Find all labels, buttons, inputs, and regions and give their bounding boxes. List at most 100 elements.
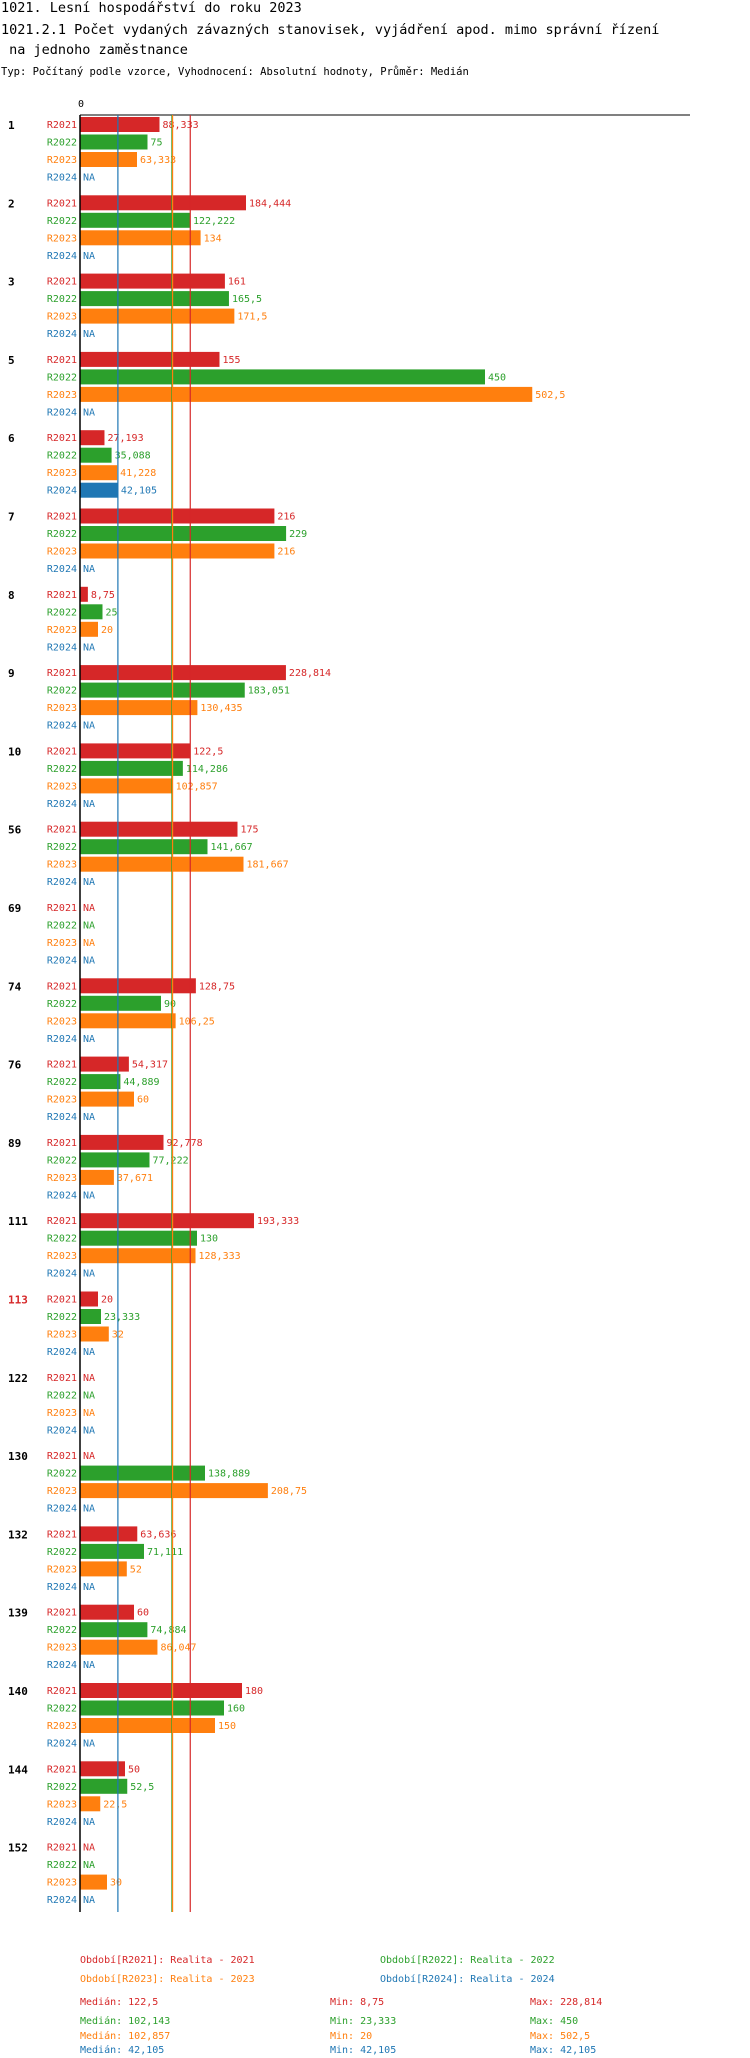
series-label: R2023 bbox=[47, 703, 77, 714]
data-label: 52,5 bbox=[130, 1782, 154, 1793]
series-label: R2022 bbox=[47, 686, 77, 697]
series-label: R2021 bbox=[47, 1295, 77, 1306]
stat-min-r2024: Min: 42,105 bbox=[330, 2045, 397, 2056]
data-label: NA bbox=[83, 1451, 95, 1462]
category-label: 130 bbox=[8, 1450, 28, 1463]
series-label: R2023 bbox=[47, 1486, 77, 1497]
data-label: NA bbox=[83, 642, 95, 653]
data-label: NA bbox=[83, 1660, 95, 1671]
category-label: 132 bbox=[8, 1528, 28, 1541]
data-label: 44,889 bbox=[123, 1077, 159, 1088]
data-label: 216 bbox=[277, 512, 295, 523]
series-label: R2023 bbox=[47, 1799, 77, 1810]
data-label: NA bbox=[83, 956, 95, 967]
series-label: R2021 bbox=[47, 981, 77, 992]
data-label: 106,25 bbox=[179, 1016, 215, 1027]
bar-r2021 bbox=[80, 430, 105, 446]
bar-r2021 bbox=[80, 1604, 134, 1620]
bar-r2022 bbox=[80, 1465, 206, 1481]
series-label: R2021 bbox=[47, 198, 77, 209]
data-label: 54,317 bbox=[132, 1060, 168, 1071]
data-label: 161 bbox=[228, 277, 246, 288]
series-label: R2023 bbox=[47, 625, 77, 636]
series-label: R2022 bbox=[47, 294, 77, 305]
series-label: R2021 bbox=[47, 1373, 77, 1384]
page-title: 1021. Lesní hospodářství do roku 2023 bbox=[1, 0, 302, 16]
data-label: 450 bbox=[488, 372, 506, 383]
data-label: 74,884 bbox=[150, 1625, 186, 1636]
data-label: NA bbox=[83, 564, 95, 575]
series-label: R2023 bbox=[47, 1878, 77, 1889]
bar-r2022 bbox=[80, 212, 190, 228]
data-label: 88,333 bbox=[162, 120, 198, 131]
series-label: R2024 bbox=[47, 877, 77, 888]
data-label: 23,333 bbox=[104, 1312, 140, 1323]
series-label: R2024 bbox=[47, 1817, 77, 1828]
bar-r2022 bbox=[80, 760, 183, 776]
series-label: R2023 bbox=[47, 1564, 77, 1575]
data-label: 50 bbox=[128, 1764, 140, 1775]
bar-r2022 bbox=[80, 447, 112, 463]
series-label: R2023 bbox=[47, 1330, 77, 1341]
series-label: R2024 bbox=[47, 1347, 77, 1358]
data-label: 8,75 bbox=[91, 590, 115, 601]
series-label: R2023 bbox=[47, 1016, 77, 1027]
series-label: R2021 bbox=[47, 668, 77, 679]
data-label: 175 bbox=[241, 825, 259, 836]
legend-r2024: Období[R2024]: Realita - 2024 bbox=[380, 1974, 555, 1985]
data-label: NA bbox=[83, 251, 95, 262]
data-label: 229 bbox=[289, 529, 307, 540]
category-label: 111 bbox=[8, 1215, 28, 1228]
stat-median-r2023: Medián: 102,857 bbox=[80, 2031, 171, 2042]
series-label: R2024 bbox=[47, 407, 77, 418]
series-label: R2021 bbox=[47, 903, 77, 914]
legend-r2023: Období[R2023]: Realita - 2023 bbox=[80, 1974, 255, 1985]
data-label: 183,051 bbox=[248, 686, 290, 697]
category-label: 122 bbox=[8, 1372, 28, 1385]
series-label: R2022 bbox=[47, 1234, 77, 1245]
series-label: R2022 bbox=[47, 451, 77, 462]
series-label: R2023 bbox=[47, 312, 77, 323]
series-label: R2022 bbox=[47, 1782, 77, 1793]
bar-r2022 bbox=[80, 1778, 128, 1794]
bar-r2021 bbox=[80, 1134, 164, 1150]
series-label: R2021 bbox=[47, 825, 77, 836]
data-label: 27,193 bbox=[107, 433, 143, 444]
series-label: R2024 bbox=[47, 1504, 77, 1515]
series-label: R2022 bbox=[47, 1390, 77, 1401]
series-label: R2023 bbox=[47, 1251, 77, 1262]
bar-r2021 bbox=[80, 1683, 242, 1698]
series-label: R2024 bbox=[47, 1269, 77, 1280]
series-label: R2022 bbox=[47, 999, 77, 1010]
bar-r2022 bbox=[80, 1230, 197, 1246]
series-label: R2021 bbox=[47, 120, 77, 131]
data-label: 150 bbox=[218, 1721, 236, 1732]
series-label: R2023 bbox=[47, 1408, 77, 1419]
series-label: R2021 bbox=[47, 1764, 77, 1775]
category-label: 76 bbox=[8, 1059, 22, 1072]
stat-median-r2024: Medián: 42,105 bbox=[80, 2045, 165, 2056]
series-label: R2021 bbox=[47, 1843, 77, 1854]
series-label: R2023 bbox=[47, 155, 77, 166]
data-label: 20 bbox=[101, 1295, 113, 1306]
series-label: R2022 bbox=[47, 216, 77, 227]
series-label: R2024 bbox=[47, 564, 77, 575]
data-label: 181,667 bbox=[247, 860, 289, 871]
data-label: 22,5 bbox=[103, 1799, 127, 1810]
axis-zero-label: 0 bbox=[78, 99, 84, 110]
bar-r2021 bbox=[80, 978, 196, 994]
bar-r2021 bbox=[80, 273, 225, 289]
data-label: 114,286 bbox=[186, 764, 228, 775]
bar-r2022 bbox=[80, 1152, 150, 1168]
series-label: R2024 bbox=[47, 251, 77, 262]
series-label: R2021 bbox=[47, 512, 77, 523]
series-label: R2024 bbox=[47, 1425, 77, 1436]
data-label: 180 bbox=[245, 1686, 263, 1697]
series-label: R2023 bbox=[47, 390, 77, 401]
data-label: 75 bbox=[151, 138, 163, 149]
data-label: NA bbox=[83, 173, 95, 184]
data-label: NA bbox=[83, 1582, 95, 1593]
data-label: 37,671 bbox=[117, 1173, 153, 1184]
data-label: 52 bbox=[130, 1564, 142, 1575]
bar-r2022 bbox=[80, 995, 161, 1011]
